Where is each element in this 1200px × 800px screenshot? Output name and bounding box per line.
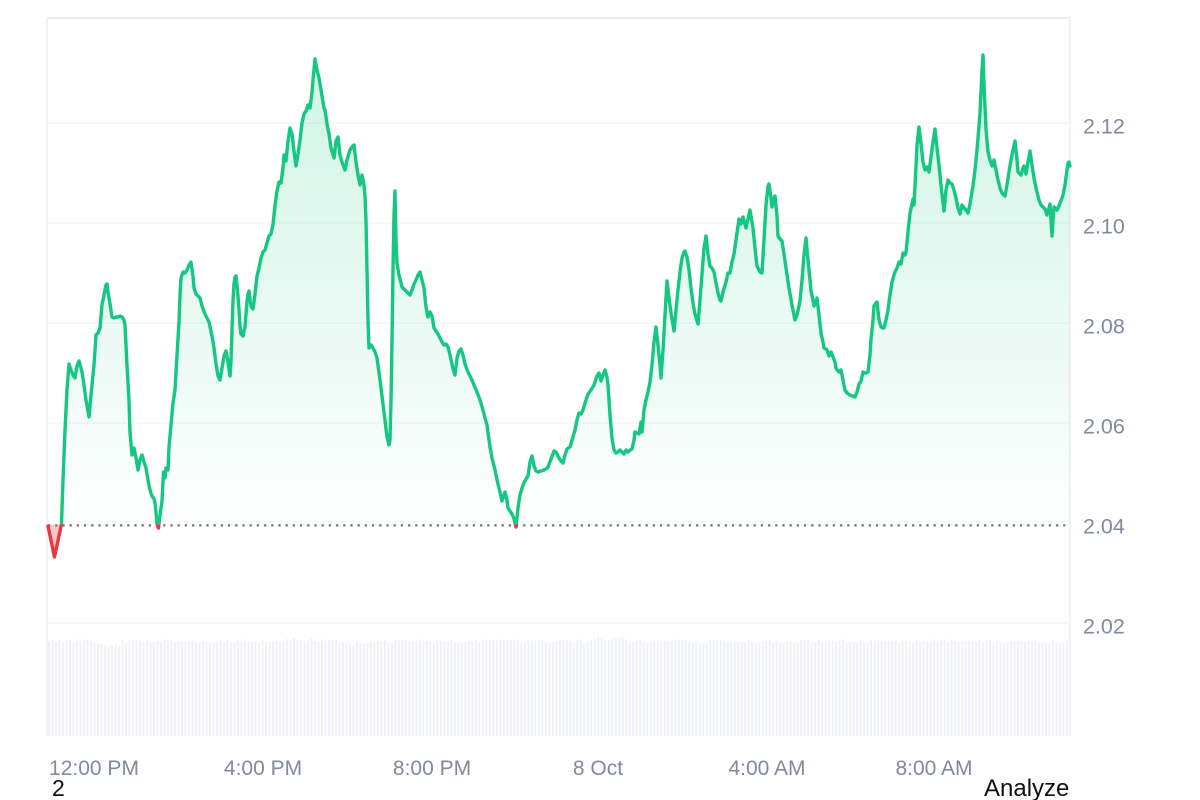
svg-text:2: 2 bbox=[52, 775, 65, 800]
svg-text:4:00 PM: 4:00 PM bbox=[224, 757, 302, 780]
svg-text:8 Oct: 8 Oct bbox=[573, 757, 623, 780]
svg-text:8:00 AM: 8:00 AM bbox=[895, 757, 972, 780]
svg-text:4:00 AM: 4:00 AM bbox=[728, 757, 805, 780]
svg-text:2.02: 2.02 bbox=[1083, 615, 1125, 639]
svg-text:Analyze: Analyze bbox=[984, 775, 1069, 800]
svg-text:2.08: 2.08 bbox=[1083, 315, 1125, 339]
svg-text:2.12: 2.12 bbox=[1083, 115, 1125, 139]
svg-text:2.10: 2.10 bbox=[1083, 215, 1125, 239]
svg-text:12:00 PM: 12:00 PM bbox=[49, 757, 139, 780]
svg-text:2.06: 2.06 bbox=[1083, 415, 1125, 439]
svg-text:8:00 PM: 8:00 PM bbox=[393, 757, 471, 780]
svg-text:2.04: 2.04 bbox=[1083, 515, 1125, 539]
